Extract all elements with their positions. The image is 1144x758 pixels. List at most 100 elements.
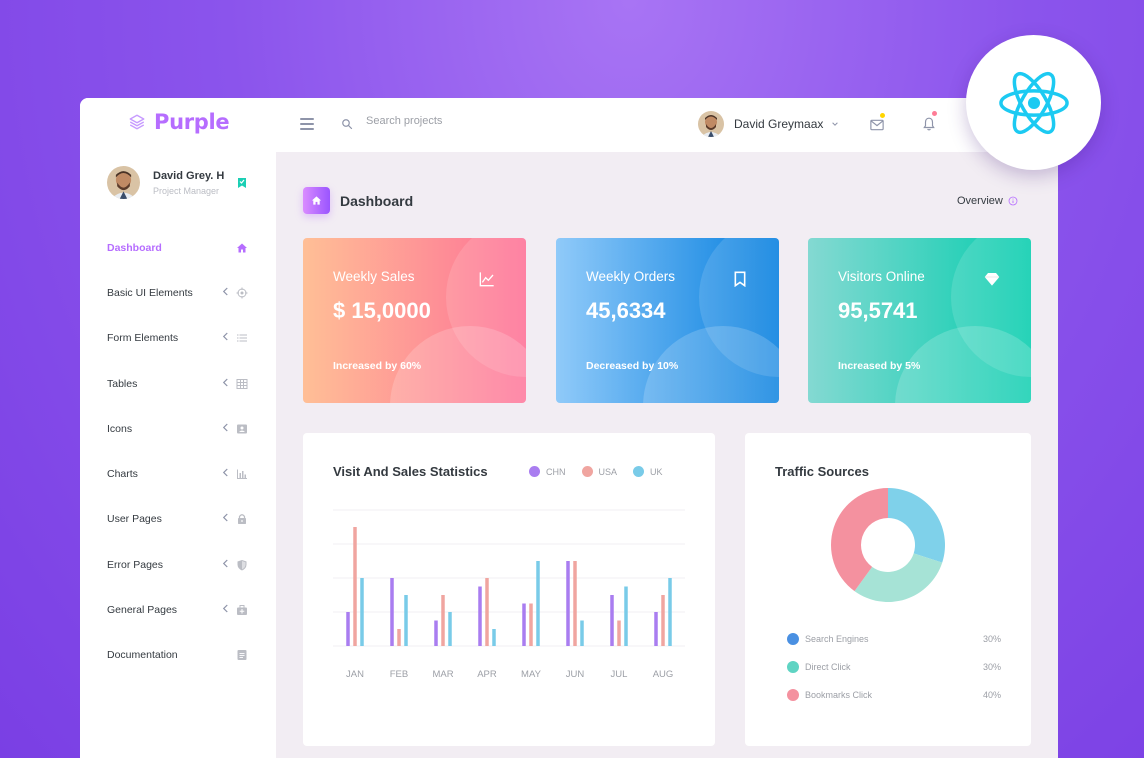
sidebar-item-user-pages[interactable]: User Pages: [80, 497, 276, 542]
chevron-left-icon: [222, 604, 229, 616]
bar-usa-jul: [617, 620, 621, 646]
brand-name: Purple: [154, 110, 230, 134]
card-value: 95,5741: [838, 298, 918, 323]
sidebar-item-label: Basic UI Elements: [107, 286, 193, 299]
messages-button[interactable]: [870, 113, 886, 132]
traffic-swatch: [787, 633, 799, 645]
sidebar-item-error-pages[interactable]: Error Pages: [80, 542, 276, 587]
chevron-left-icon: [222, 287, 229, 299]
x-tick-label: MAY: [521, 669, 542, 680]
sidebar-item-general-pages[interactable]: General Pages: [80, 587, 276, 632]
chevron-left-icon: [222, 559, 229, 571]
sidebar-item-label: General Pages: [107, 604, 178, 617]
card-footer: Decreased by 10%: [586, 360, 679, 372]
menu-toggle-icon[interactable]: [300, 118, 314, 130]
stat-card-weekly-sales: Weekly Sales $ 15,0000 Increased by 60%: [303, 238, 526, 403]
sidebar-item-label: Icons: [107, 422, 133, 435]
home-icon: [303, 187, 330, 214]
nav-profile-dropdown[interactable]: David Greymaax: [698, 111, 839, 137]
bar-usa-may: [529, 603, 533, 646]
card-footer: Increased by 5%: [838, 360, 921, 372]
sidebar-item-label: Error Pages: [107, 558, 164, 571]
bar-uk-mar: [448, 612, 452, 646]
sidebar-item-icons[interactable]: Icons: [80, 406, 276, 451]
brand-logo[interactable]: Purple: [128, 110, 230, 134]
email-outline-icon: [870, 119, 884, 131]
bar-usa-jan: [353, 527, 357, 646]
sidebar-item-charts[interactable]: Charts: [80, 451, 276, 496]
card-value: 45,6334: [586, 298, 666, 323]
legend-swatch: [581, 466, 593, 477]
sidebar-item-label: Documentation: [107, 649, 178, 662]
legend-label: USA: [598, 466, 618, 477]
legend-label: UK: [650, 466, 663, 477]
contacts-icon: [237, 424, 247, 434]
bar-usa-mar: [441, 595, 445, 646]
traffic-row-direct-click: Direct Click 30%: [787, 661, 1001, 673]
bar-chn-feb: [390, 578, 394, 646]
bar-uk-feb: [404, 595, 408, 646]
traffic-sources-panel: Traffic Sources Search Engines 30% Direct …: [745, 433, 1031, 746]
chart-line-icon: [479, 272, 494, 287]
notifications-button[interactable]: [923, 111, 939, 131]
sidebar-menu: Dashboard Basic UI Elements Form Elements T…: [80, 225, 276, 678]
sidebar-item-form-elements[interactable]: Form Elements: [80, 316, 276, 361]
sidebar-item-basic-ui-elements[interactable]: Basic UI Elements: [80, 270, 276, 315]
bell-outline-icon: [923, 117, 935, 131]
top-navbar: Purple David Greymaax: [80, 98, 1058, 152]
layers-icon: [129, 114, 145, 130]
traffic-label: Bookmarks Click: [805, 690, 873, 700]
x-tick-label: FEB: [390, 669, 408, 680]
bar-chn-mar: [434, 620, 438, 646]
info-icon: [1008, 196, 1018, 206]
sidebar-profile[interactable]: David Grey. H Project Manager: [107, 166, 224, 199]
bar-chn-jun: [566, 561, 570, 646]
overview-link[interactable]: Overview: [957, 195, 1018, 207]
sidebar: David Grey. H Project Manager Dashboard B…: [80, 152, 276, 758]
bar-chn-jul: [610, 595, 614, 646]
bar-usa-jun: [573, 561, 577, 646]
chevron-left-icon: [222, 513, 229, 525]
bar-chn-apr: [478, 586, 482, 646]
sidebar-item-documentation[interactable]: Documentation: [80, 633, 276, 678]
overview-label: Overview: [957, 195, 1003, 207]
sidebar-item-label: Tables: [107, 377, 138, 390]
traffic-row-bookmarks-click: Bookmarks Click 40%: [787, 689, 1001, 701]
diamond-icon: [984, 273, 1000, 286]
sidebar-item-label: User Pages: [107, 513, 162, 526]
sidebar-item-tables[interactable]: Tables: [80, 361, 276, 406]
react-logo-icon: [998, 71, 1069, 134]
nav-user-name: David Greymaax: [734, 117, 824, 131]
visit-sales-panel: Visit And Sales Statistics CHN USA UK JAN F…: [303, 433, 715, 746]
legend-label: CHN: [546, 466, 566, 477]
chart-legend: CHN USA UK: [529, 466, 663, 477]
react-badge: [966, 35, 1101, 170]
bar-uk-aug: [668, 578, 672, 646]
donut-slice-direct-click: [854, 553, 943, 602]
dashboard-app: Purple David Greymaax: [80, 98, 1058, 758]
page-header: Dashboard: [303, 187, 413, 214]
search-icon: [342, 119, 353, 130]
traffic-panel-title: Traffic Sources: [775, 464, 869, 479]
bar-chn-may: [522, 603, 526, 646]
sidebar-item-dashboard[interactable]: Dashboard: [80, 225, 276, 270]
search-input[interactable]: [366, 115, 566, 127]
notification-dot: [880, 113, 885, 118]
legend-item-usa: USA: [581, 466, 618, 477]
chevron-left-icon: [222, 468, 229, 480]
card-footer: Increased by 60%: [333, 360, 422, 372]
bar-usa-aug: [661, 595, 665, 646]
bar-uk-jan: [360, 578, 364, 646]
visit-sales-bar-chart: JAN FEB MAR APR MAY JUN JUL AUG: [333, 509, 685, 680]
legend-swatch: [633, 466, 645, 477]
legend-item-chn: CHN: [529, 466, 566, 477]
bookmark-outline-icon: [734, 271, 746, 287]
traffic-label: Search Engines: [805, 634, 869, 644]
visit-panel-title: Visit And Sales Statistics: [333, 464, 488, 479]
legend-item-uk: UK: [633, 466, 663, 477]
bar-uk-jul: [624, 586, 628, 646]
bar-chn-jan: [346, 612, 350, 646]
x-tick-label: JUL: [611, 669, 628, 680]
card-value: $ 15,0000: [333, 298, 431, 323]
card-title: Weekly Sales: [333, 269, 415, 284]
